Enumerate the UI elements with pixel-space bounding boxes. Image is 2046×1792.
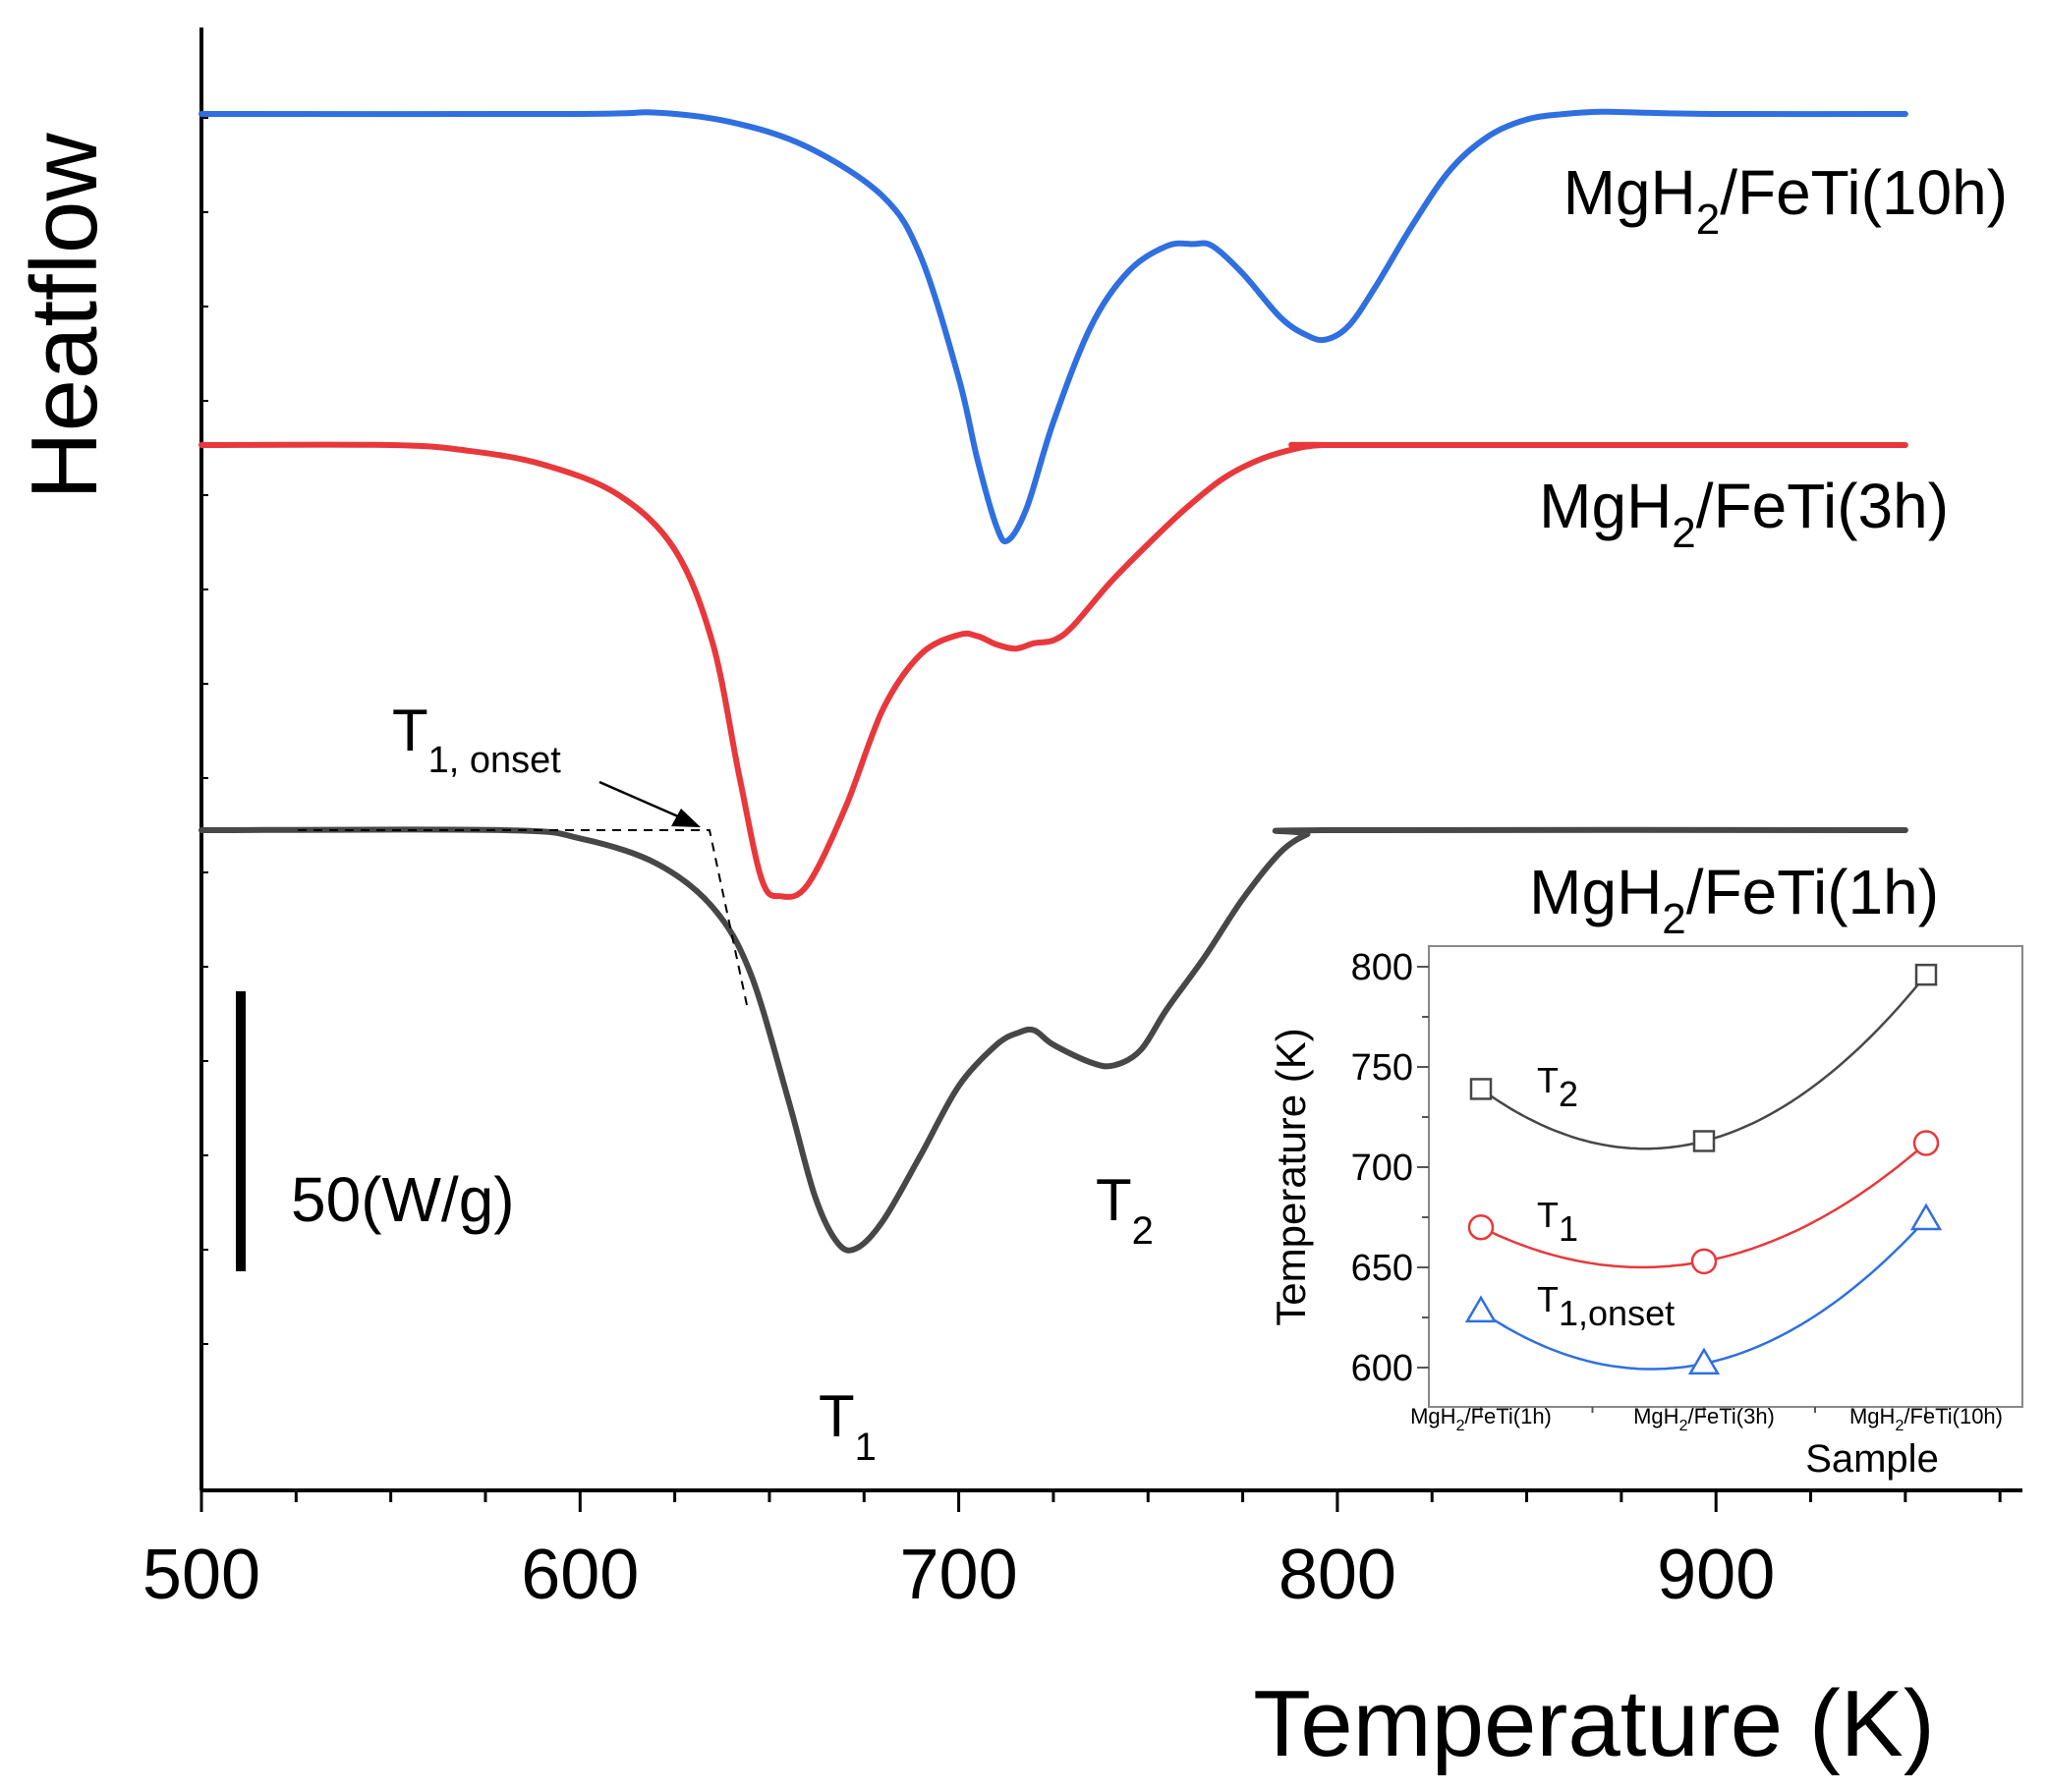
inset-marker-square: [1692, 1130, 1716, 1152]
x-tick-label: 700: [900, 1536, 1018, 1614]
inset-x-axis-title: Sample: [1805, 1437, 1939, 1481]
x-axis-title: Temperature (K): [1253, 1671, 1935, 1776]
inset-x-tick-label: MgH2/FeTi(10h): [1849, 1404, 2003, 1434]
inset-plot: 600 650 700 750 800 MgH2/FeTi(1h) MgH2/FeTi(3h…: [1268, 945, 2023, 1481]
x-tick-label: 600: [521, 1536, 639, 1614]
series-label: MgH2/FeTi(1h): [1529, 857, 1939, 943]
inset-series-label: T1: [1537, 1195, 1578, 1249]
series-line-mgh2feti3h: [199, 441, 1908, 900]
inset-marker-square: [1469, 1078, 1493, 1100]
inset-y-tick-label: 650: [1351, 1248, 1413, 1289]
series-line-mgh2feti10h: [199, 108, 1908, 545]
x-tick-label: 900: [1657, 1536, 1775, 1614]
inset-y-tick-label: 750: [1351, 1047, 1413, 1089]
series-line-mgh2feti1h: [199, 826, 1908, 1254]
inset-marker-circle: [1467, 1213, 1495, 1241]
series-label: MgH2/FeTi(10h): [1563, 157, 2008, 244]
series-label: MgH2/FeTi(3h): [1539, 471, 1949, 557]
inset-marker-triangle: [1687, 1347, 1721, 1375]
inset-marker-circle: [1912, 1130, 1940, 1156]
inset-x-tick-label: MgH2/FeTi(3h): [1633, 1404, 1775, 1434]
main-plot: 500 600 700 800 900 Temperature (K) Heatflow Mg…: [12, 28, 2022, 1776]
annotation-t2: T2: [1096, 1167, 1154, 1253]
inset-frame: [1428, 945, 2023, 1408]
inset-series-label: T2: [1537, 1060, 1578, 1114]
x-tick-label: 500: [142, 1536, 260, 1614]
onset-tangent-line: [298, 829, 748, 1006]
inset-marker-square: [1914, 963, 1938, 986]
inset-y-tick-label: 800: [1351, 947, 1413, 988]
inset-series-label: T1,onset: [1537, 1279, 1675, 1333]
x-tick-label: 800: [1279, 1536, 1396, 1614]
scale-bar-label: 50(W/g): [291, 1164, 515, 1235]
onset-arrow-head: [671, 809, 701, 827]
inset-y-tick-label: 700: [1351, 1148, 1413, 1189]
annotation-t1-onset: T1, onset: [392, 698, 561, 781]
inset-y-axis-title: Temperature (K): [1268, 1028, 1314, 1325]
annotation-t1: T1: [819, 1383, 877, 1469]
inset-marker-circle: [1690, 1248, 1718, 1275]
inset-x-tick-label: MgH2/FeTi(1h): [1410, 1404, 1552, 1434]
y-axis-title: Heatflow: [12, 133, 117, 500]
onset-arrow-line: [598, 780, 679, 818]
inset-marker-triangle: [1464, 1295, 1498, 1323]
inset-marker-triangle: [1909, 1203, 1943, 1231]
inset-y-tick-label: 600: [1351, 1348, 1413, 1389]
